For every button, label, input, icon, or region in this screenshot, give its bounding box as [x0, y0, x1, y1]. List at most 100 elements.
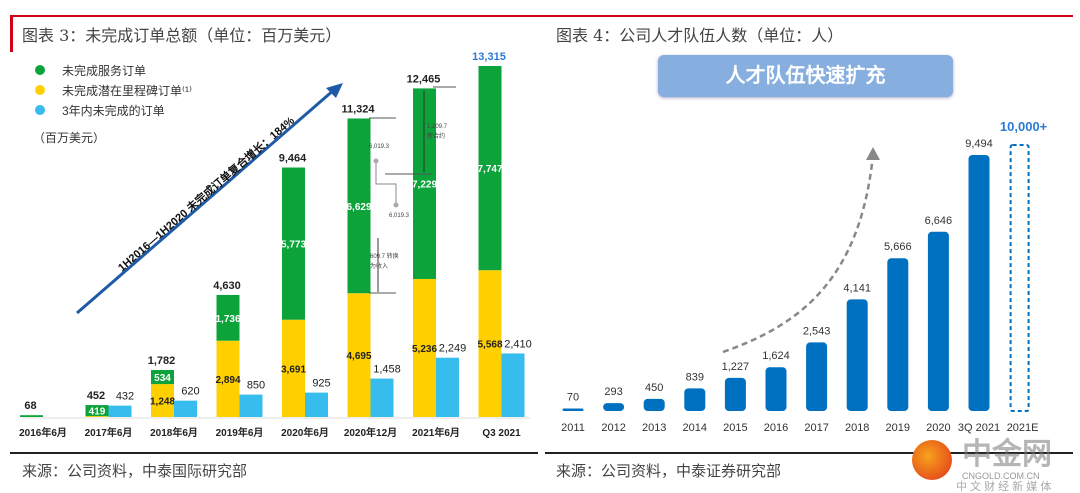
growth-arrow-text: 1H2016—1H2020 未完成订单复合增长：184% [115, 113, 297, 274]
bar-3yr [436, 357, 459, 417]
x-tick-label: 2019 [886, 422, 910, 434]
bar-3yr-label: 1,458 [373, 364, 401, 376]
bar-3yr [305, 392, 328, 417]
bar-value-label: 6,629 [346, 202, 371, 213]
annot-text: 新合约 [427, 132, 445, 140]
bar-milestone [347, 293, 371, 417]
bar-value-label: 5,666 [884, 241, 912, 253]
x-tick-label: 2020 [926, 422, 950, 434]
right-banner: 人才队伍快速扩充 [658, 55, 953, 97]
bar-value-label: 70 [567, 392, 579, 404]
annot-text: 6,019.3 [389, 213, 410, 219]
bar-value-label: 7,229 [412, 180, 437, 191]
bar-service [282, 167, 305, 320]
bar-3yr-label: 432 [116, 391, 134, 403]
legend-marker [35, 105, 45, 115]
bar-milestone [282, 319, 305, 417]
x-tick-label: 2019年6月 [216, 426, 264, 439]
x-tick-label: 2020年6月 [281, 426, 329, 439]
bar-headcount [806, 342, 828, 411]
bar-value-label: 6,646 [925, 215, 953, 227]
legend-marker [35, 85, 45, 95]
bar-value-label: 5,773 [281, 240, 306, 251]
right-chart: 70 2011 293 2012 450 2013 839 2014 1,227 2015 1,62… [561, 119, 1048, 434]
bar-headcount [562, 408, 584, 411]
bar-headcount [684, 388, 706, 411]
annot-dot [373, 158, 379, 164]
right-source-rule [545, 452, 1073, 454]
annot-dot [393, 202, 399, 208]
annot-connector [375, 161, 397, 205]
legend-marker [35, 65, 45, 75]
x-tick-label: 2012 [601, 422, 625, 434]
bar-value-label: 839 [686, 371, 704, 383]
bar-value-label: 1,624 [762, 350, 790, 362]
bar-value-label: 534 [154, 373, 171, 384]
annot-text: 6,019.3 [369, 144, 390, 150]
bar-3yr-label: 2,410 [504, 338, 532, 350]
bar-value-label: 5,236 [412, 344, 437, 355]
x-tick-label: Q3 2021 [482, 428, 521, 439]
growth-arrow-line [76, 87, 336, 315]
bar-value-label: 10,000+ [1000, 119, 1048, 134]
annot-text: 1,209.7 [427, 124, 448, 130]
legend-label: 3年内未完成的订单 [62, 103, 165, 118]
watermark-site: CNGOLD.COM.CN [962, 471, 1040, 481]
x-tick-label: 2016 [764, 422, 788, 434]
x-tick-label: 2020年12月 [344, 426, 397, 439]
x-tick-label: 3Q 2021 [958, 422, 1000, 434]
x-tick-label: 2014 [683, 422, 707, 434]
bar-milestone [478, 270, 502, 417]
bar-milestone [216, 340, 240, 417]
bar-3yr [108, 405, 132, 417]
annot-text: 为收入 [370, 262, 388, 270]
bar-total-label: 1,782 [148, 355, 176, 367]
bar-value-label: 450 [645, 382, 663, 394]
unit-note: （百万美元） [33, 131, 105, 145]
growth-arrow-head [326, 83, 343, 98]
x-tick-label: 2017年6月 [85, 426, 133, 439]
watermark: 中金网 CNGOLD.COM.CN 中 文 财 经 新 媒 体 [912, 440, 1080, 493]
x-tick-label: 2015 [723, 422, 747, 434]
bar-total-label: 68 [24, 400, 36, 412]
bar-service [347, 118, 371, 294]
bar-3yr [501, 353, 525, 417]
bar-value-label: 419 [89, 407, 106, 418]
bar-headcount [603, 403, 625, 411]
bar-3yr [370, 378, 394, 417]
bar-total-label: 9,464 [279, 153, 307, 165]
bar-value-label: 2,543 [803, 325, 831, 337]
bar-value-label: 2,894 [215, 375, 240, 386]
bar-value-label: 7,747 [477, 164, 502, 175]
x-tick-label: 2018 [845, 422, 869, 434]
growth-trend-arrow [722, 154, 875, 354]
watermark-logo-icon [912, 440, 952, 480]
bar-headcount [724, 377, 746, 411]
left-source: 来源：公司资料，中泰国际研究部 [22, 462, 248, 480]
bar-3yr-label: 850 [247, 380, 265, 392]
bar-3yr [174, 400, 197, 417]
bar-milestone [413, 278, 436, 417]
bar-value-label: 4,695 [346, 351, 371, 362]
bar-headcount [927, 231, 949, 411]
growth-trend-arrowhead [866, 147, 880, 160]
bar-total-label: 452 [87, 390, 105, 402]
bar-value-label: 5,568 [477, 340, 502, 351]
banner-text: 人才队伍快速扩充 [725, 65, 886, 87]
bar-milestone [151, 384, 174, 417]
right-source: 来源：公司资料，中泰证券研究部 [556, 462, 782, 480]
bar-value-label: 293 [604, 386, 622, 398]
bar-total-label: 4,630 [213, 280, 241, 292]
bar-service [20, 415, 43, 417]
bar-service [85, 405, 109, 417]
bar-headcount [887, 258, 909, 411]
watermark-slogan: 中 文 财 经 新 媒 体 [956, 481, 1052, 493]
bar-service [413, 88, 436, 279]
x-tick-label: 2013 [642, 422, 666, 434]
bar-headcount [968, 155, 990, 411]
bar-service [216, 294, 240, 341]
right-title-rule [540, 15, 1073, 17]
bar-3yr-label: 620 [181, 386, 199, 398]
